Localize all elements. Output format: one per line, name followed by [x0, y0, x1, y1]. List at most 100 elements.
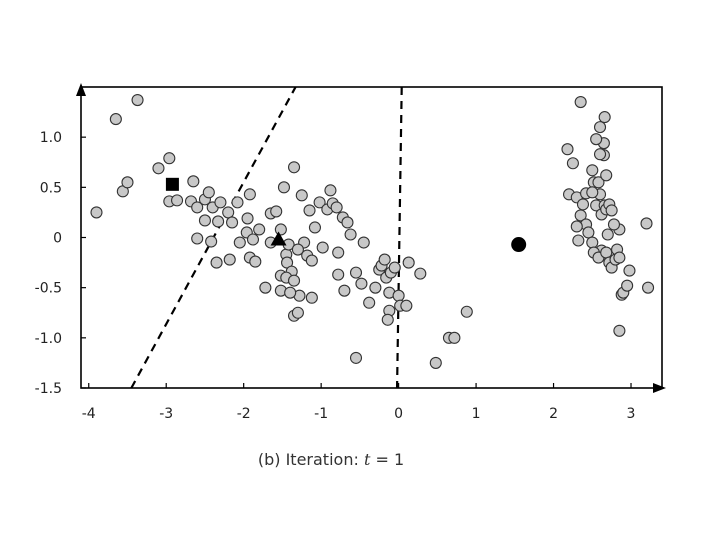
data-point	[593, 121, 607, 134]
data-point	[243, 188, 256, 201]
data-point	[205, 235, 218, 248]
data-point	[400, 299, 413, 312]
data-point	[214, 196, 227, 209]
data-point	[344, 228, 357, 241]
y-tick-label: 1.0	[40, 130, 62, 146]
center-square-marker	[165, 177, 179, 191]
data-point	[613, 324, 626, 337]
data-point	[226, 216, 239, 229]
data-point	[574, 96, 587, 109]
data-point	[223, 253, 236, 266]
data-point	[392, 289, 405, 302]
data-point	[222, 206, 235, 219]
data-point	[640, 217, 653, 230]
caption-suffix: = 1	[370, 450, 405, 469]
x-tick-label: 2	[549, 406, 558, 422]
data-point	[586, 164, 599, 177]
data-point	[448, 331, 461, 344]
y-tick-label: -0.5	[35, 281, 62, 297]
data-point	[566, 157, 579, 170]
figure-caption: (b) Iteration: t = 1	[0, 450, 662, 469]
data-point	[330, 201, 343, 214]
data-point	[355, 277, 368, 290]
data-point	[324, 184, 337, 197]
data-point	[253, 223, 266, 236]
data-point	[605, 204, 618, 217]
data-point	[402, 256, 415, 269]
data-point	[369, 281, 382, 294]
data-point	[303, 204, 316, 217]
data-point	[121, 176, 134, 189]
data-point	[600, 246, 613, 259]
data-point	[246, 233, 260, 246]
data-point	[231, 196, 244, 209]
data-point	[600, 169, 613, 182]
data-point	[642, 281, 655, 294]
y-tick-label: -1.0	[35, 331, 62, 347]
data-point	[378, 253, 391, 266]
data-point	[598, 111, 611, 124]
data-point	[163, 152, 176, 165]
data-point	[341, 216, 354, 229]
data-point	[388, 261, 401, 274]
data-point	[90, 206, 103, 219]
data-point	[291, 243, 304, 256]
data-point	[590, 133, 603, 146]
data-point	[202, 186, 215, 199]
data-point	[593, 148, 607, 161]
data-point	[607, 218, 621, 231]
x-axis-ticks: -4 -3 -2 -1 0 1 2 3	[82, 383, 636, 422]
data-point	[198, 214, 211, 227]
data-point	[363, 296, 376, 309]
data-point	[259, 281, 272, 294]
data-point	[191, 232, 204, 245]
x-tick-label: -4	[82, 406, 96, 422]
x-tick-label: -3	[159, 406, 173, 422]
data-point	[284, 286, 297, 299]
x-tick-label: 1	[472, 406, 481, 422]
data-point	[338, 284, 351, 297]
boundary-line-2	[395, 86, 403, 389]
data-point	[332, 268, 345, 281]
data-point	[295, 189, 308, 202]
data-point	[305, 254, 318, 267]
data-point	[316, 241, 329, 254]
y-axis-arrowhead	[76, 83, 86, 96]
data-point	[313, 196, 326, 209]
data-point	[109, 113, 122, 126]
data-point	[187, 175, 200, 188]
data-point	[381, 313, 394, 326]
data-point	[212, 215, 225, 228]
data-point	[241, 212, 254, 225]
center-circle-marker	[511, 237, 527, 253]
caption-variable: t	[363, 450, 371, 469]
y-tick-label: -1.5	[35, 381, 62, 397]
data-point	[623, 264, 636, 277]
data-point	[561, 143, 574, 156]
data-point	[572, 234, 585, 247]
x-axis-arrowhead	[653, 383, 666, 393]
data-point	[191, 201, 204, 214]
data-point	[429, 356, 442, 369]
x-tick-label: 0	[394, 406, 403, 422]
data-point	[586, 186, 599, 199]
y-axis-ticks: 1.0 0.5 0 -0.5 -1.0 -1.5	[35, 130, 86, 397]
data-point	[152, 162, 165, 175]
data-point	[210, 256, 223, 269]
data-point	[582, 226, 595, 239]
x-tick-label: -2	[237, 406, 251, 422]
data-point	[592, 176, 605, 189]
data-point	[349, 266, 363, 279]
data-point	[270, 205, 283, 218]
data-point	[613, 251, 626, 264]
data-point	[570, 220, 583, 233]
data-point	[357, 236, 370, 249]
data-points	[90, 93, 655, 369]
data-point	[305, 291, 318, 304]
x-tick-label: 3	[627, 406, 636, 422]
data-point	[460, 305, 473, 318]
data-point	[621, 279, 634, 292]
data-point	[171, 194, 184, 207]
data-point	[308, 221, 321, 234]
